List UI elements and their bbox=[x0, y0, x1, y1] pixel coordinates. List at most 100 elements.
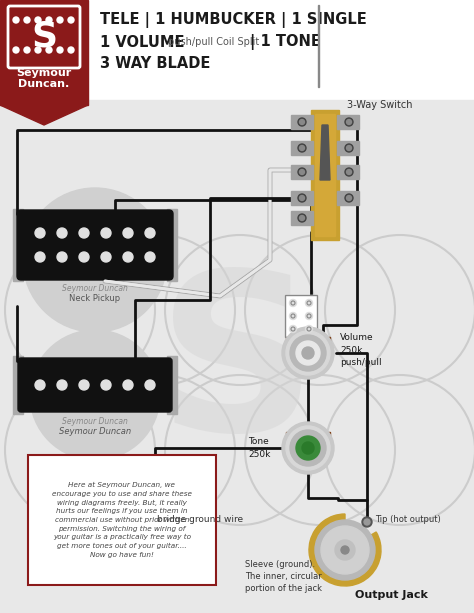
Text: Here at Seymour Duncan, we
encourage you to use and share these
wiring diagrams : Here at Seymour Duncan, we encourage you… bbox=[52, 482, 192, 558]
Circle shape bbox=[300, 145, 304, 151]
Circle shape bbox=[302, 347, 314, 359]
Text: Seymour Duncan: Seymour Duncan bbox=[59, 427, 131, 436]
Text: Volume
250k
push/pull: Volume 250k push/pull bbox=[340, 333, 382, 367]
Circle shape bbox=[296, 436, 320, 460]
Circle shape bbox=[35, 252, 45, 262]
Circle shape bbox=[13, 17, 19, 23]
Circle shape bbox=[35, 17, 41, 23]
FancyBboxPatch shape bbox=[18, 358, 172, 412]
Circle shape bbox=[290, 430, 326, 466]
Bar bbox=[291, 165, 313, 179]
Circle shape bbox=[35, 380, 45, 390]
Circle shape bbox=[24, 47, 30, 53]
Circle shape bbox=[101, 252, 111, 262]
Circle shape bbox=[57, 47, 63, 53]
Bar bbox=[167, 356, 177, 414]
Text: 3 WAY BLADE: 3 WAY BLADE bbox=[100, 56, 210, 70]
Bar bbox=[291, 191, 313, 205]
Circle shape bbox=[30, 330, 160, 460]
Bar bbox=[337, 165, 359, 179]
FancyBboxPatch shape bbox=[17, 210, 173, 280]
Text: Seymour Duncan: Seymour Duncan bbox=[62, 284, 128, 293]
Circle shape bbox=[335, 540, 355, 560]
Text: Tone
250k: Tone 250k bbox=[248, 437, 270, 459]
Circle shape bbox=[300, 196, 304, 200]
Circle shape bbox=[290, 326, 297, 332]
Circle shape bbox=[286, 331, 330, 375]
Circle shape bbox=[345, 118, 353, 126]
Bar bbox=[28, 455, 216, 585]
Circle shape bbox=[296, 341, 320, 365]
Bar bbox=[291, 115, 313, 129]
Circle shape bbox=[298, 144, 306, 152]
Circle shape bbox=[306, 326, 312, 332]
Circle shape bbox=[321, 526, 369, 574]
Circle shape bbox=[346, 145, 352, 151]
Bar bbox=[285, 295, 317, 337]
Circle shape bbox=[290, 335, 326, 371]
Circle shape bbox=[302, 442, 314, 454]
Circle shape bbox=[79, 380, 89, 390]
Circle shape bbox=[123, 380, 133, 390]
Bar bbox=[286, 337, 330, 353]
Text: Seymour Duncan: Seymour Duncan bbox=[62, 417, 128, 426]
Circle shape bbox=[346, 196, 352, 200]
Bar bbox=[337, 191, 359, 205]
Circle shape bbox=[306, 313, 312, 319]
Circle shape bbox=[298, 118, 306, 126]
Wedge shape bbox=[309, 514, 381, 586]
Circle shape bbox=[79, 252, 89, 262]
Bar bbox=[13, 209, 23, 281]
Circle shape bbox=[346, 170, 352, 175]
Circle shape bbox=[300, 120, 304, 124]
Bar bbox=[291, 141, 313, 155]
Circle shape bbox=[145, 252, 155, 262]
Text: 1 VOLUME: 1 VOLUME bbox=[100, 34, 184, 50]
Text: Seymour: Seymour bbox=[17, 68, 72, 78]
Bar bbox=[315, 114, 335, 236]
Circle shape bbox=[315, 520, 375, 580]
Circle shape bbox=[298, 168, 306, 176]
Text: Neck Pickup: Neck Pickup bbox=[69, 294, 120, 303]
Text: Duncan.: Duncan. bbox=[18, 79, 70, 89]
Circle shape bbox=[290, 313, 297, 319]
Circle shape bbox=[79, 228, 89, 238]
Text: | 1 TONE: | 1 TONE bbox=[250, 34, 321, 50]
Text: TELE | 1 HUMBUCKER | 1 SINGLE: TELE | 1 HUMBUCKER | 1 SINGLE bbox=[100, 12, 367, 28]
Text: Sleeve (ground).
The inner, circular
portion of the jack: Sleeve (ground). The inner, circular por… bbox=[245, 560, 322, 593]
Circle shape bbox=[101, 228, 111, 238]
Circle shape bbox=[57, 380, 67, 390]
Bar bbox=[167, 209, 177, 281]
Circle shape bbox=[341, 546, 349, 554]
Text: Tip (hot output): Tip (hot output) bbox=[375, 516, 441, 525]
Polygon shape bbox=[0, 105, 88, 125]
Circle shape bbox=[282, 422, 334, 474]
Bar bbox=[13, 356, 23, 414]
Bar bbox=[337, 115, 359, 129]
Bar bbox=[318, 5, 319, 87]
Circle shape bbox=[298, 194, 306, 202]
Circle shape bbox=[362, 517, 372, 527]
Circle shape bbox=[123, 252, 133, 262]
Circle shape bbox=[68, 47, 74, 53]
Bar bbox=[311, 110, 339, 240]
Bar bbox=[0, 100, 474, 613]
Text: S: S bbox=[31, 19, 57, 53]
Circle shape bbox=[364, 519, 370, 525]
Circle shape bbox=[145, 380, 155, 390]
Circle shape bbox=[35, 228, 45, 238]
Circle shape bbox=[282, 327, 334, 379]
Circle shape bbox=[35, 47, 41, 53]
Bar bbox=[291, 211, 313, 225]
Circle shape bbox=[101, 380, 111, 390]
Text: S: S bbox=[157, 263, 317, 477]
Circle shape bbox=[123, 228, 133, 238]
Circle shape bbox=[298, 214, 306, 222]
Bar bbox=[286, 432, 330, 448]
Circle shape bbox=[286, 426, 330, 470]
Bar bbox=[285, 295, 317, 337]
Text: bridge ground wire: bridge ground wire bbox=[157, 515, 243, 524]
Bar bbox=[0, 0, 88, 105]
Bar bbox=[337, 141, 359, 155]
Circle shape bbox=[24, 17, 30, 23]
